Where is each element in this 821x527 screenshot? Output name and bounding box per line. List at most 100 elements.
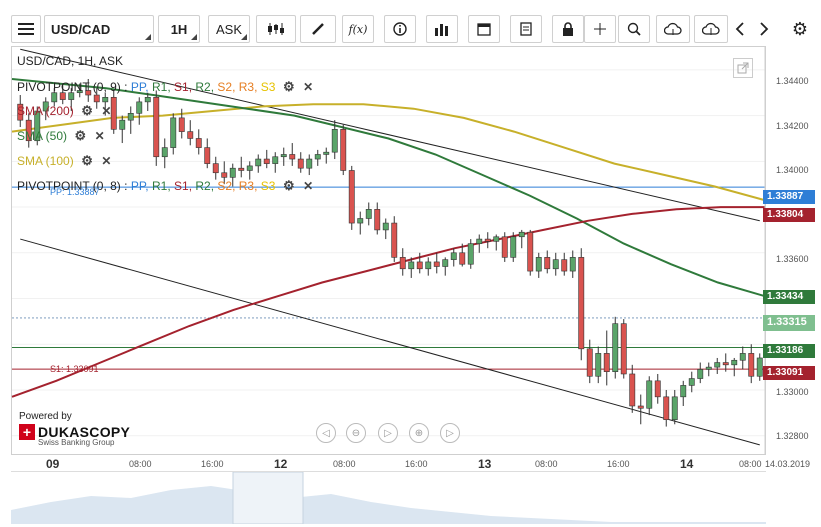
bars-icon [435, 24, 448, 36]
candle-body [756, 357, 763, 377]
scroll-forward-button[interactable]: ▷ [440, 423, 460, 443]
dropdown-corner-icon [145, 34, 151, 40]
side-select[interactable]: ASK [208, 15, 250, 43]
calendar-button[interactable] [468, 15, 500, 43]
candle-body [722, 362, 729, 366]
candle-body [246, 165, 253, 171]
candle-body [646, 380, 653, 409]
gear-icon: ⚙ [791, 18, 809, 39]
candle-body [221, 172, 228, 178]
candle-body [603, 353, 610, 372]
y-tick: 1.34000 [776, 165, 809, 175]
candle-body [323, 151, 330, 155]
chevron-left-icon [735, 22, 744, 36]
calendar-icon [477, 23, 491, 36]
candle-body [365, 209, 372, 219]
x-tick-day: 14 [680, 457, 694, 471]
scroll-right-button[interactable] [752, 15, 776, 43]
candle-body [348, 170, 355, 224]
candle-body [663, 396, 670, 421]
price-label-pp: 1.33887 [763, 190, 815, 204]
y-tick: 1.34200 [776, 121, 809, 131]
pp-line-label: PP: 1.33887 [50, 187, 100, 197]
candle-body [238, 167, 245, 171]
candle-body [272, 156, 279, 164]
settings-button[interactable]: ⚙ [787, 15, 813, 43]
candle-body [382, 222, 389, 231]
download-button[interactable] [694, 15, 728, 43]
document-icon [520, 22, 532, 36]
candle-body [297, 158, 304, 169]
candle-body [433, 261, 440, 267]
lock-button[interactable] [552, 15, 584, 43]
candle-body [731, 359, 738, 366]
interval-select[interactable]: 1H [158, 15, 200, 43]
zoom-out-button[interactable]: ⊖ [346, 423, 366, 443]
legend-sma100: SMA (100) ⚙ ✕ [17, 153, 112, 169]
candle-body [450, 252, 457, 260]
reset-zoom-button[interactable]: ▷ [378, 423, 398, 443]
candle-body [178, 117, 185, 132]
legend-sma200: SMA (200) ⚙ ✕ [17, 103, 112, 119]
close-icon[interactable]: ✕ [303, 179, 314, 193]
candle-body [374, 209, 381, 231]
candle-body [229, 167, 236, 178]
scroll-left-button[interactable] [728, 15, 752, 43]
scroll-back-button[interactable]: ◁ [316, 423, 336, 443]
x-tick: 16:00 [405, 459, 428, 469]
toolbar: USD/CAD 1H ASK f(x) [0, 0, 821, 44]
close-icon[interactable]: ✕ [94, 129, 105, 143]
x-tick: 08:00 [333, 459, 356, 469]
y-tick: 1.34400 [776, 76, 809, 86]
gear-icon[interactable]: ⚙ [81, 103, 93, 118]
brand-name: DUKASCOPY [38, 424, 131, 440]
cloud-upload-icon [664, 22, 682, 35]
y-tick: 1.32800 [776, 431, 809, 441]
lock-icon [563, 22, 573, 36]
candle-body [552, 259, 559, 270]
swiss-cross-icon: + [19, 424, 35, 440]
candle-body [467, 243, 474, 265]
popout-button[interactable] [733, 58, 753, 78]
chevron-right-icon [760, 22, 769, 36]
volume-button[interactable] [426, 15, 458, 43]
symbol-select[interactable]: USD/CAD [44, 15, 154, 43]
candle-body [136, 101, 143, 114]
close-icon[interactable]: ✕ [101, 104, 112, 118]
candle-body [187, 131, 194, 139]
info-button[interactable] [384, 15, 416, 43]
legend-pivot-2-name: PIVOTPOINT (0, 8) [17, 179, 121, 193]
candle-body [535, 257, 542, 272]
sma100-line [11, 103, 766, 202]
chart-type-button[interactable] [256, 15, 296, 43]
x-tick: 16:00 [607, 459, 630, 469]
dropdown-corner-icon [241, 34, 247, 40]
hamburger-icon [18, 23, 34, 35]
report-button[interactable] [510, 15, 542, 43]
draw-button[interactable] [300, 15, 336, 43]
candle-body [510, 236, 517, 258]
close-icon[interactable]: ✕ [303, 80, 314, 94]
candle-body [127, 113, 134, 121]
function-button[interactable]: f(x) [342, 15, 374, 43]
crosshair-button[interactable] [584, 15, 616, 43]
side-label: ASK [215, 21, 242, 37]
price-label-r1: 1.33186 [763, 344, 815, 358]
candle-body [357, 218, 364, 224]
candle-body [459, 252, 466, 265]
sma50-line [11, 78, 766, 298]
zoom-button[interactable] [618, 15, 650, 43]
candle-body [289, 154, 296, 160]
gear-icon[interactable]: ⚙ [74, 128, 87, 143]
gear-icon[interactable]: ⚙ [283, 178, 295, 193]
upload-button[interactable] [656, 15, 690, 43]
x-tick-date: 14.03.2019 [765, 459, 811, 469]
menu-button[interactable] [11, 15, 41, 43]
zoom-in-button[interactable]: ⊕ [409, 423, 429, 443]
close-icon[interactable]: ✕ [101, 154, 112, 168]
navigator[interactable] [11, 471, 766, 525]
magnifier-icon [627, 22, 641, 36]
gear-icon[interactable]: ⚙ [283, 79, 295, 94]
gear-icon[interactable]: ⚙ [81, 153, 93, 168]
